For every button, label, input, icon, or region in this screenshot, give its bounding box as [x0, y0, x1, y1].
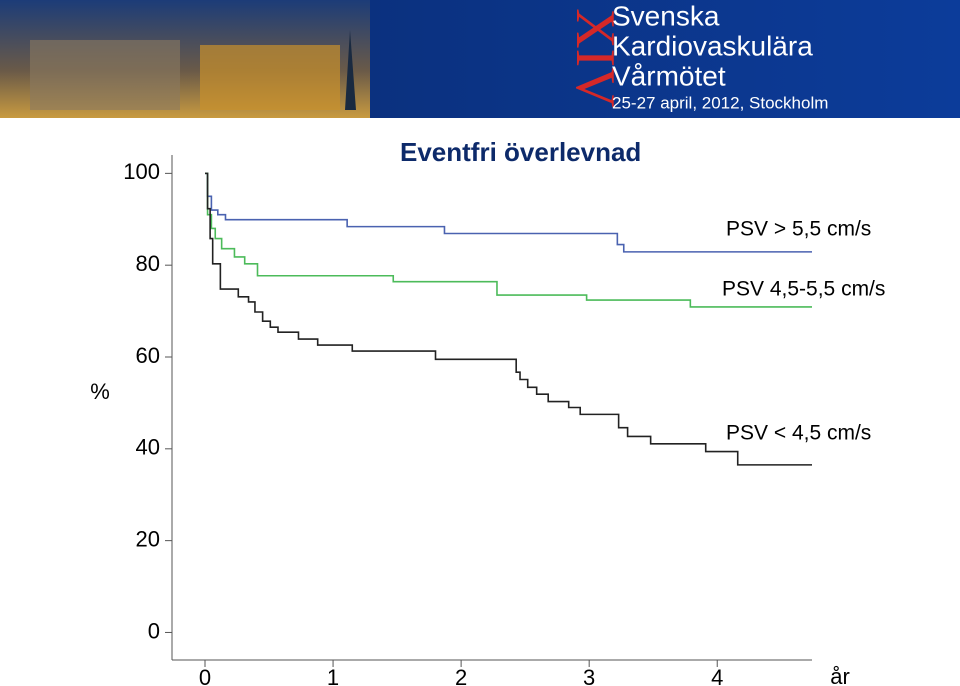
banner-line: Svenska: [612, 0, 720, 31]
banner-line: Vårmötet: [612, 60, 726, 91]
y-tick-label: 0: [148, 618, 160, 643]
x-tick-label: 3: [583, 665, 595, 686]
banner-numeral: XIV: [564, 8, 626, 108]
survival-curve: [205, 172, 812, 466]
banner-subtitle: 25-27 april, 2012, Stockholm: [612, 93, 828, 112]
series-label: PSV < 4,5 cm/s: [726, 422, 871, 445]
y-tick-label: 80: [136, 251, 160, 276]
y-tick-label: 60: [136, 343, 160, 368]
x-axis-label: år: [830, 664, 850, 686]
x-tick-label: 0: [199, 665, 211, 686]
chart-title: Eventfri överlevnad: [400, 137, 641, 167]
x-tick-label: 4: [711, 665, 723, 686]
y-tick-label: 40: [136, 435, 160, 460]
survival-curve: [205, 172, 812, 308]
y-axis-label: %: [90, 379, 110, 404]
series-label: PSV > 5,5 cm/s: [726, 218, 871, 241]
y-tick-label: 20: [136, 526, 160, 551]
survival-curve: [205, 172, 812, 253]
series-label: PSV 4,5-5,5 cm/s: [722, 278, 885, 301]
banner: XIV Svenska Kardiovaskulära Vårmötet 25-…: [0, 0, 960, 118]
x-tick-label: 1: [327, 665, 339, 686]
banner-line: Kardiovaskulära: [612, 30, 813, 61]
y-tick-label: 100: [123, 159, 160, 184]
x-tick-label: 2: [455, 665, 467, 686]
